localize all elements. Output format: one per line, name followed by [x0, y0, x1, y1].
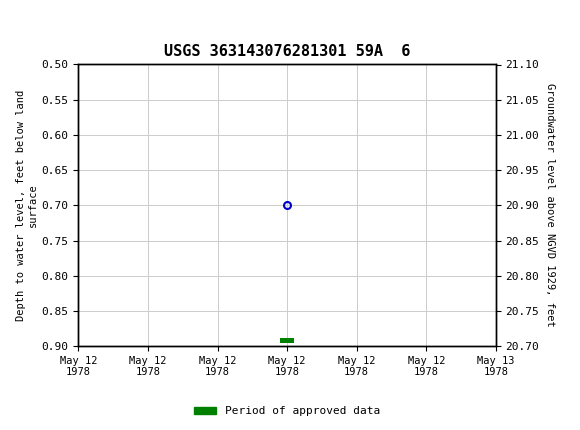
Title: USGS 363143076281301 59A  6: USGS 363143076281301 59A 6	[164, 44, 410, 59]
Legend: Period of approved data: Period of approved data	[190, 402, 385, 421]
Y-axis label: Depth to water level, feet below land
surface: Depth to water level, feet below land su…	[16, 90, 38, 321]
Text: USGS: USGS	[36, 8, 91, 26]
Y-axis label: Groundwater level above NGVD 1929, feet: Groundwater level above NGVD 1929, feet	[545, 83, 555, 327]
Bar	[280, 338, 294, 343]
